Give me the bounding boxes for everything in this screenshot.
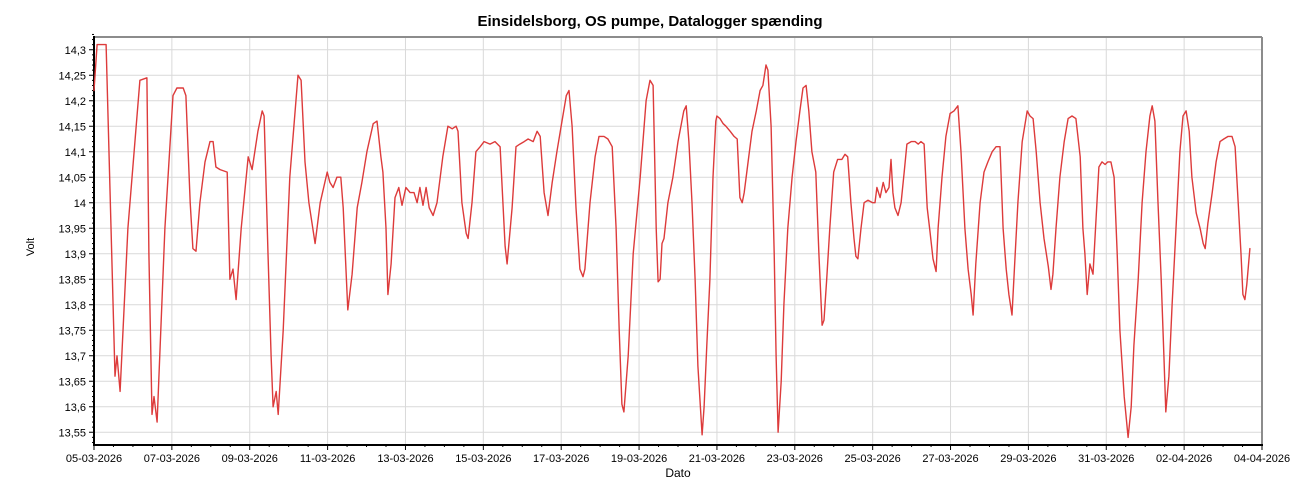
y-tick-label: 14,2 xyxy=(65,96,86,108)
x-tick-label: 25-03-2026 xyxy=(845,453,901,465)
y-tick-label: 14,3 xyxy=(65,45,86,57)
x-tick-label: 02-04-2026 xyxy=(1156,453,1212,465)
x-tick-label: 13-03-2026 xyxy=(377,453,433,465)
x-tick-label: 09-03-2026 xyxy=(222,453,278,465)
x-tick-label: 31-03-2026 xyxy=(1078,453,1134,465)
y-tick-label: 13,65 xyxy=(58,376,86,388)
x-tick-label: 29-03-2026 xyxy=(1000,453,1056,465)
x-axis-title: Dato xyxy=(665,466,691,480)
y-tick-label: 13,6 xyxy=(65,402,86,414)
y-tick-label: 14,15 xyxy=(58,121,86,133)
x-tick-label: 05-03-2026 xyxy=(66,453,122,465)
x-tick-label: 11-03-2026 xyxy=(300,453,355,465)
x-tick-label: 21-03-2026 xyxy=(689,453,745,465)
y-tick-label: 14 xyxy=(74,198,86,210)
y-tick-label: 14,25 xyxy=(58,70,86,82)
x-tick-label: 27-03-2026 xyxy=(922,453,978,465)
y-tick-label: 14,1 xyxy=(65,147,86,159)
y-tick-label: 13,9 xyxy=(65,249,86,261)
y-tick-label: 13,95 xyxy=(58,223,86,235)
y-tick-label: 14,05 xyxy=(58,172,86,184)
y-tick-label: 13,75 xyxy=(58,325,86,337)
y-tick-label: 13,55 xyxy=(58,427,86,439)
x-tick-label: 15-03-2026 xyxy=(455,453,511,465)
y-tick-label: 13,8 xyxy=(65,300,86,312)
x-tick-label: 07-03-2026 xyxy=(144,453,200,465)
x-tick-label: 23-03-2026 xyxy=(767,453,823,465)
x-tick-label: 19-03-2026 xyxy=(611,453,667,465)
y-tick-label: 13,85 xyxy=(58,274,86,286)
voltage-series-line xyxy=(93,43,1251,439)
chart-title: Einsidelsborg, OS pumpe, Datalogger spæn… xyxy=(477,13,823,30)
x-tick-label: 04-04-2026 xyxy=(1234,453,1290,465)
y-tick-label: 13,7 xyxy=(65,351,86,363)
y-axis-title: Volt xyxy=(25,237,38,257)
x-tick-label: 17-03-2026 xyxy=(533,453,589,465)
